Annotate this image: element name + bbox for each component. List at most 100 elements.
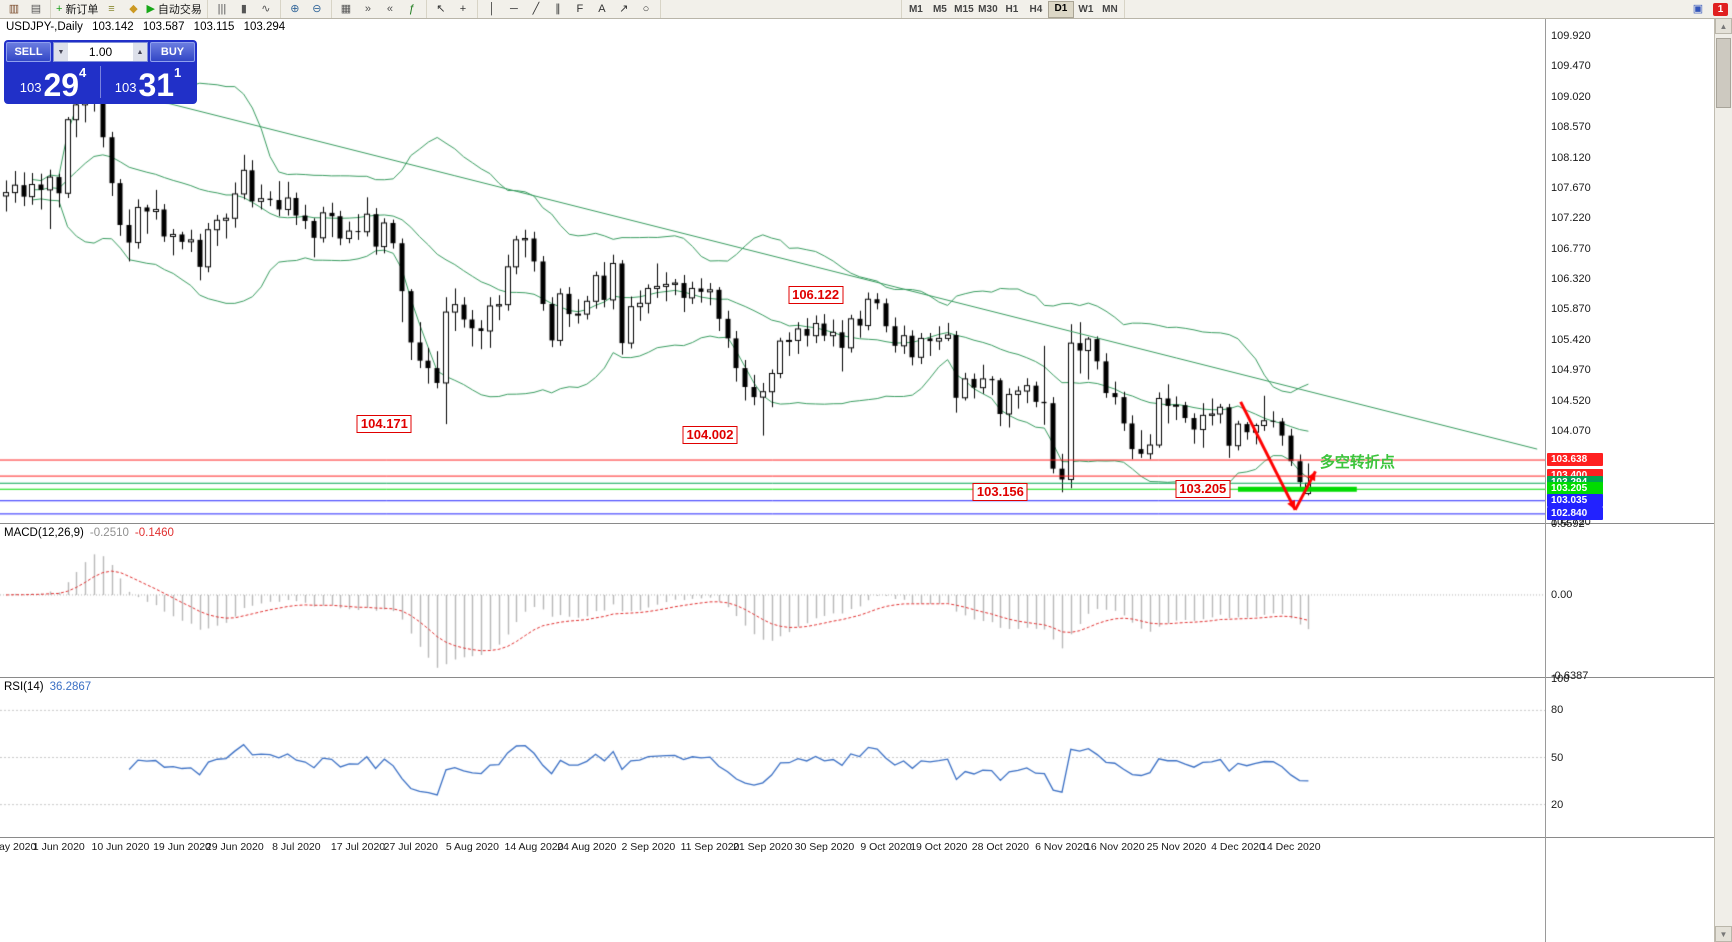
timeframe-d1-button[interactable]: D1	[1047, 0, 1074, 18]
bar-chart-mode-button[interactable]: |||	[211, 1, 233, 17]
date-axis-label: 9 Oct 2020	[860, 841, 912, 853]
price-axis-tick: 104.520	[1551, 394, 1591, 407]
ask-pip-digit: 1	[174, 65, 182, 80]
price-axis-tick: 109.920	[1551, 30, 1591, 42]
autotrading-button[interactable]: ▶ 自动交易	[144, 1, 203, 17]
chart-price-label[interactable]: 104.171	[356, 415, 412, 434]
price-axis-tag: 103.205	[1547, 482, 1603, 496]
text-button[interactable]: A	[591, 1, 613, 17]
line-chart-mode-button[interactable]: ∿	[255, 1, 277, 17]
price-axis-tick: 109.020	[1551, 90, 1591, 103]
cursor-icon: ↖	[436, 3, 446, 15]
zoom-out-button[interactable]: ⊖	[306, 1, 328, 17]
equidistant-channel-icon: ∥	[555, 3, 561, 15]
macd-indicator-label: MACD(12,26,9) -0.2510 -0.1460	[4, 527, 180, 539]
timeframe-m5-button[interactable]: M5	[932, 3, 947, 15]
indicators-icon: ƒ	[408, 3, 415, 15]
sell-button[interactable]: SELL	[6, 42, 51, 62]
timeframe-m15-button[interactable]: M15	[954, 3, 974, 15]
timeframe-h1-button[interactable]: H1	[1005, 3, 1019, 15]
vertical-line-button[interactable]: │	[481, 1, 503, 17]
line-chart-mode-icon: ∿	[261, 3, 271, 15]
auto-scroll-icon: »	[364, 3, 371, 15]
date-axis-label: 25 Nov 2020	[1146, 841, 1207, 853]
chart-shift-button[interactable]: «	[379, 1, 401, 17]
price-axis-tick: 107.670	[1551, 181, 1591, 194]
shapes-button[interactable]: ○	[635, 1, 657, 17]
price-axis-tick: 106.320	[1551, 273, 1591, 285]
scrollbar-thumb[interactable]	[1716, 38, 1731, 108]
vertical-scrollbar[interactable]: ▲ ▼	[1714, 18, 1732, 942]
market-depth-button[interactable]: ≡	[100, 1, 122, 17]
new-chart-button[interactable]: ▥	[3, 1, 25, 17]
toolbar-group: ⊕ ⊖	[281, 0, 332, 18]
buy-button[interactable]: BUY	[150, 42, 195, 62]
new-order-label: 新订单	[65, 4, 99, 16]
main-macd-separator[interactable]	[0, 523, 1714, 524]
price-axis-border	[1545, 18, 1546, 942]
timeframe-w1-button[interactable]: W1	[1078, 3, 1094, 15]
date-axis-label: 19 Oct 2020	[910, 841, 968, 853]
bid-price-display[interactable]: 103 29 4	[6, 62, 100, 102]
date-axis-label: 4 Dec 2020	[1211, 841, 1265, 853]
equidistant-channel-button[interactable]: ∥	[547, 1, 569, 17]
fibonacci-button[interactable]: F	[569, 1, 591, 17]
funds-button[interactable]: ◆	[122, 1, 144, 17]
trendline-button[interactable]: ╱	[525, 1, 547, 17]
charts-list-button[interactable]: ▣	[1687, 1, 1709, 17]
timeframe-h4-button[interactable]: H4	[1029, 3, 1043, 15]
turning-point-annotation[interactable]: 多空转折点	[1319, 453, 1395, 471]
price-chart-canvas[interactable]	[0, 0, 1545, 942]
date-axis-label: 22 May 2020	[0, 841, 37, 853]
macd-rsi-separator[interactable]	[0, 677, 1714, 678]
price-axis-tick: 104.970	[1551, 364, 1591, 377]
volume-increase-button[interactable]: ▲	[133, 43, 147, 61]
notification-badge[interactable]: 1	[1713, 2, 1728, 16]
toolbar-group: │ ─ ╱ ∥ F A ↗ ○	[478, 0, 661, 18]
new-order-icon: +	[56, 3, 63, 15]
bid-pip-digit: 4	[79, 65, 87, 80]
chart-price-label[interactable]: 103.205	[1175, 480, 1231, 499]
date-axis-label: 29 Jun 2020	[205, 841, 264, 853]
timeframe-mn-button[interactable]: MN	[1102, 3, 1118, 15]
tile-windows-button[interactable]: ▦	[335, 1, 357, 17]
timeframe-bar: M1 M5 M15 M30 H1 H4 D1 W1 MN	[900, 0, 1125, 18]
price-axis-tick: 104.070	[1551, 424, 1591, 437]
arrows-tool-button[interactable]: ↗	[613, 1, 635, 17]
chart-price-label[interactable]: 104.002	[682, 426, 738, 445]
candlestick-mode-button[interactable]: ▮	[233, 1, 255, 17]
zoom-in-button[interactable]: ⊕	[284, 1, 306, 17]
chart-price-label[interactable]: 103.156	[972, 482, 1028, 501]
rsi-title: RSI(14)	[4, 681, 44, 693]
chart-profiles-icon: ▤	[30, 3, 42, 15]
timeframe-m1-button[interactable]: M1	[908, 3, 923, 15]
volume-input[interactable]	[68, 43, 133, 61]
toolbar: ▥ ▤ + 新订单 ≡ ◆ ▶ 自动交易 ||| ▮ ∿ ⊕ ⊖ ▦» «ƒ ↖ + │ ─ ╱ ∥ F A ↗ ○ M1 M5 M…	[0, 0, 1732, 19]
date-axis-label: 17 Jul 2020	[330, 841, 386, 853]
ask-big-digits: 31	[138, 67, 175, 103]
ask-price-display[interactable]: 103 31 1	[101, 62, 195, 102]
new-order-button[interactable]: + 新订单	[54, 1, 100, 17]
date-axis-label: 1 Jun 2020	[32, 841, 85, 853]
price-axis-tick: 106.770	[1551, 242, 1591, 255]
new-chart-icon: ▥	[8, 3, 20, 15]
cursor-button[interactable]: ↖	[430, 1, 452, 17]
rsi-axis-tick: 50	[1551, 751, 1564, 764]
horizontal-line-button[interactable]: ─	[503, 1, 525, 17]
date-axis-label: 19 Jun 2020	[153, 841, 211, 853]
volume-decrease-button[interactable]: ▼	[54, 43, 68, 61]
crosshair-button[interactable]: +	[452, 1, 474, 17]
bar-chart-mode-icon: |||	[217, 3, 227, 15]
date-axis-label: 16 Nov 2020	[1085, 841, 1145, 853]
timeframe-m30-button[interactable]: M30	[978, 3, 998, 15]
chart-profiles-button[interactable]: ▤	[25, 1, 47, 17]
date-axis-label: 14 Aug 2020	[504, 841, 564, 853]
auto-scroll-button[interactable]: »	[357, 1, 379, 17]
price-axis-tick: 107.220	[1551, 212, 1591, 225]
price-axis[interactable]: 109.920 109.470 109.020 108.570 108.120 107.6…	[1546, 0, 1714, 942]
indicators-button[interactable]: ƒ	[401, 1, 423, 17]
scrollbar-up-button[interactable]: ▲	[1715, 18, 1732, 34]
chart-price-label[interactable]: 106.122	[788, 286, 844, 305]
scrollbar-down-button[interactable]: ▼	[1715, 926, 1732, 942]
